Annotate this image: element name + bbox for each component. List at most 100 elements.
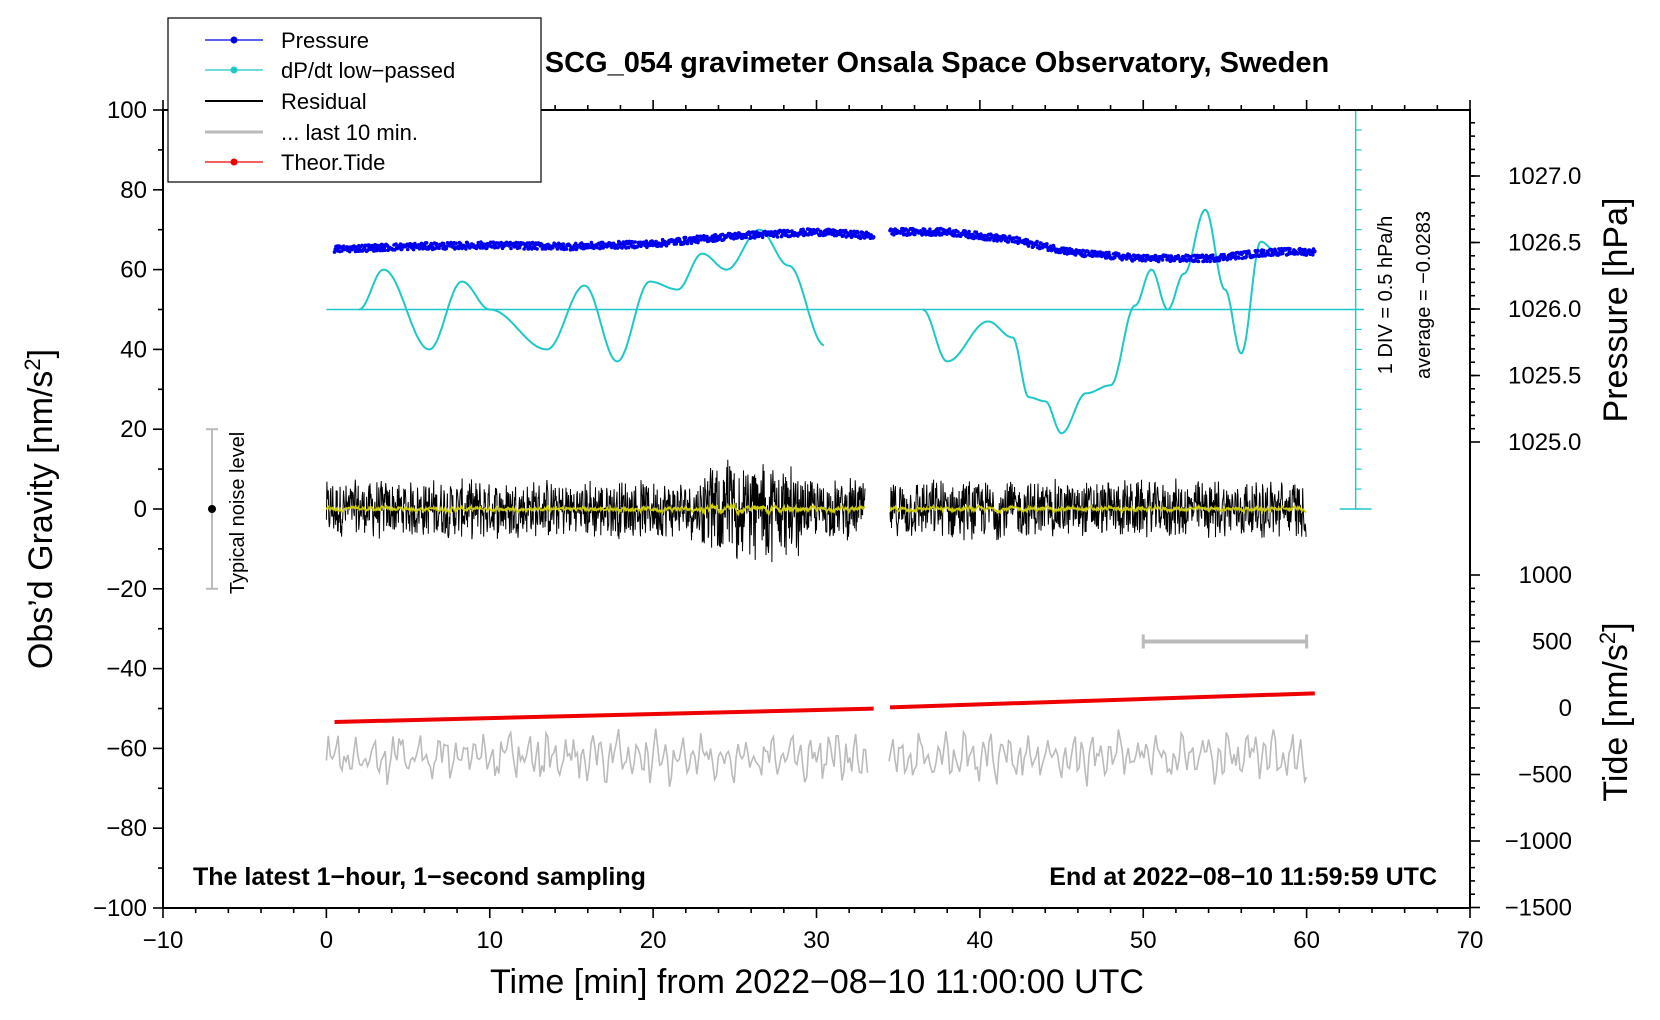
x-tick-label: 30 xyxy=(803,927,830,954)
pressure-point xyxy=(747,232,752,237)
tide-tick-label: 1000 xyxy=(1519,562,1572,589)
y-tick-label: −80 xyxy=(106,815,147,842)
pressure-point xyxy=(1226,256,1230,261)
legend-label-last10: ... last 10 min. xyxy=(281,120,418,145)
y-axis-label-pressure: Pressure [hPa] xyxy=(1597,198,1635,423)
pressure-point xyxy=(1073,253,1078,257)
pressure-point xyxy=(973,235,978,240)
x-tick-label: 70 xyxy=(1457,927,1484,954)
pressure-point xyxy=(937,230,941,234)
y-axis-label-gravity: Obs’d Gravity [nm/s2] xyxy=(20,349,61,669)
pressure-point xyxy=(366,248,370,252)
y-tick-label: −40 xyxy=(106,656,147,683)
y-axis-label-tide: Tide [nm/s2] xyxy=(1595,622,1636,801)
pressure-point xyxy=(1017,236,1022,241)
pressure-point xyxy=(437,246,441,250)
pressure-point xyxy=(1262,248,1266,253)
tide-tick-label: −1500 xyxy=(1505,895,1572,922)
pressure-point xyxy=(705,234,709,239)
pressure-point xyxy=(561,242,566,246)
tide-tick-label: 0 xyxy=(1559,695,1572,722)
pressure-point xyxy=(849,229,853,234)
pressure-point xyxy=(1244,254,1248,259)
pressure-point xyxy=(339,249,344,253)
pressure-point xyxy=(1039,241,1043,245)
pressure-point xyxy=(1034,242,1039,246)
dpdt-series-segment xyxy=(358,228,825,363)
pressure-point xyxy=(347,249,352,254)
x-tick-label: 40 xyxy=(967,927,994,954)
y-tick-label: 100 xyxy=(107,97,147,124)
legend: Pressure dP/dt low−passed Residual ... l… xyxy=(167,17,542,183)
residual-smoothed-segment xyxy=(889,503,1307,515)
pressure-point xyxy=(956,230,960,234)
pressure-point xyxy=(1113,255,1117,260)
pressure-point xyxy=(535,247,539,251)
pressure-point xyxy=(775,235,780,239)
tide-series-segment xyxy=(334,706,874,724)
pressure-tick-label: 1027.0 xyxy=(1508,163,1581,190)
pressure-point xyxy=(801,227,805,232)
pressure-point xyxy=(422,244,427,248)
pressure-point xyxy=(400,247,404,251)
pressure-point xyxy=(685,241,690,246)
residual-series-segment xyxy=(325,459,866,563)
x-tick-label: 10 xyxy=(476,927,503,954)
pressure-point xyxy=(1154,254,1158,258)
legend-label-pressure: Pressure xyxy=(281,28,369,53)
y-tick-label: 0 xyxy=(134,496,147,523)
pressure-point xyxy=(790,229,794,233)
dpdt-series-segment xyxy=(922,208,1275,435)
pressure-point xyxy=(1211,253,1215,257)
pressure-point xyxy=(816,227,820,232)
pressure-point xyxy=(935,227,940,231)
pressure-point xyxy=(931,233,935,237)
pressure-point xyxy=(1288,247,1292,251)
pressure-point xyxy=(1006,240,1011,244)
pressure-point xyxy=(458,242,463,246)
pressure-point xyxy=(615,246,620,250)
y-tick-label: −100 xyxy=(93,895,147,922)
pressure-point xyxy=(1311,253,1315,257)
y-tick-label: 80 xyxy=(120,177,147,204)
legend-item-residual: Residual xyxy=(205,89,367,114)
tide-tick-label: −1000 xyxy=(1505,828,1572,855)
pressure-point xyxy=(854,234,858,238)
y-tick-label: 20 xyxy=(120,416,147,443)
y-tick-label: −20 xyxy=(106,576,147,603)
pressure-point xyxy=(411,247,416,252)
pressure-point xyxy=(786,229,791,234)
note-sampling: The latest 1−hour, 1−second sampling xyxy=(193,863,646,891)
pressure-point xyxy=(564,247,569,251)
pressure-tick-label: 1026.5 xyxy=(1508,230,1581,257)
x-tick-label: 0 xyxy=(320,927,333,954)
pressure-point xyxy=(1083,254,1088,258)
pressure-point xyxy=(1035,239,1039,244)
pressure-point xyxy=(633,240,637,244)
pressure-point xyxy=(856,231,860,235)
residual-smoothed-segment xyxy=(325,502,866,517)
legend-label-tide: Theor.Tide xyxy=(281,150,385,175)
pressure-point xyxy=(1313,249,1317,253)
legend-item-pressure: Pressure xyxy=(205,28,369,53)
pressure-point xyxy=(1200,253,1205,257)
y-tick-label: 60 xyxy=(120,257,147,284)
noise-bar-center xyxy=(208,505,217,513)
pressure-point xyxy=(1205,259,1209,264)
pressure-point xyxy=(1217,258,1222,263)
pressure-point xyxy=(871,235,876,239)
note-end-time: End at 2022−08−10 11:59:59 UTC xyxy=(1049,863,1437,891)
pressure-point xyxy=(1237,256,1241,260)
pressure-point xyxy=(683,235,688,240)
pressure-point xyxy=(405,247,410,252)
pressure-point xyxy=(464,247,468,251)
pressure-point xyxy=(1141,253,1146,258)
x-tick-label: −10 xyxy=(143,927,184,954)
pressure-point xyxy=(1156,259,1161,264)
pressure-point xyxy=(1256,248,1260,253)
noise-level-label: Typical noise level xyxy=(227,432,249,594)
tide-series-segment xyxy=(889,691,1315,710)
pressure-point xyxy=(626,245,631,250)
dpdt-scale-label: 1 DIV = 0.5 hPa/h xyxy=(1375,216,1397,374)
